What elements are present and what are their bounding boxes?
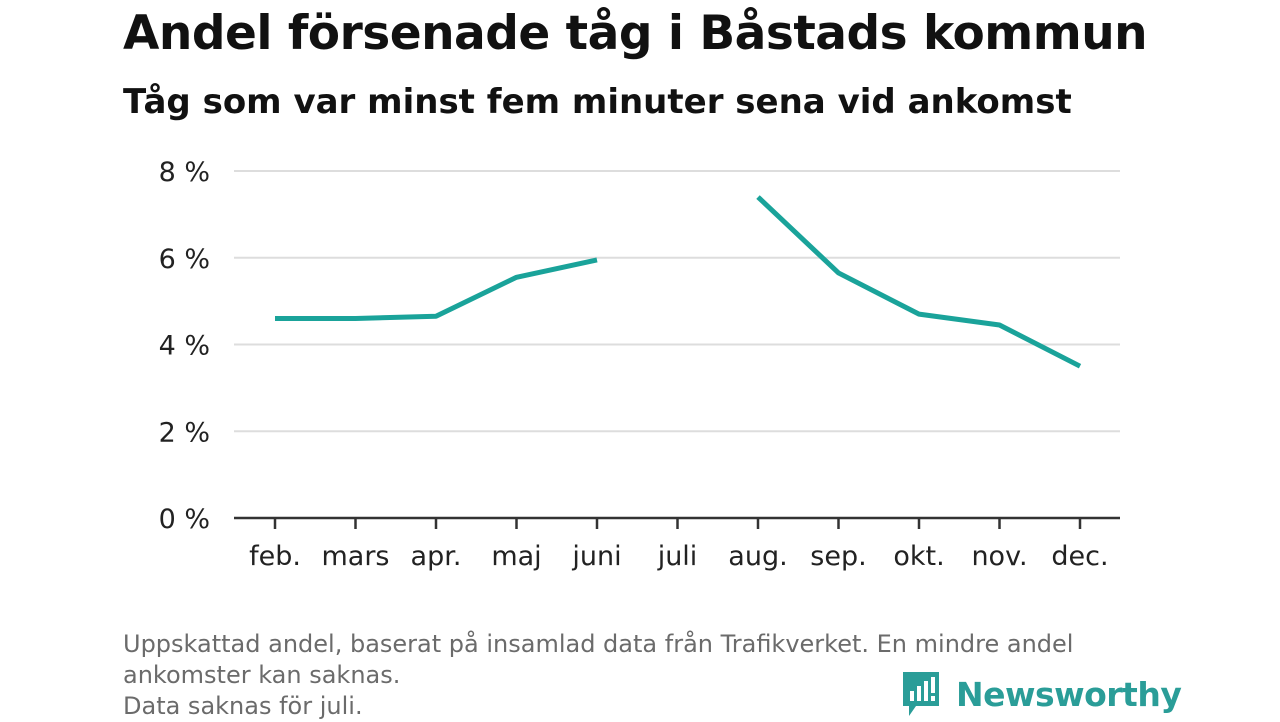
x-tick-label: juni (571, 541, 621, 572)
x-tick-label: aug. (728, 541, 787, 572)
y-tick-label: 8 % (159, 157, 210, 188)
y-axis-tick-labels: 0 % 2 % 4 % 6 % 8 % (159, 157, 210, 535)
x-tick-label: mars (321, 541, 389, 572)
data-series (275, 195, 1082, 369)
x-tick-label: maj (491, 541, 541, 572)
y-tick-label: 4 % (159, 331, 210, 362)
x-axis: feb. mars apr. maj juni juli aug. sep. okt. nov. d… (234, 516, 1120, 572)
series-line-segment (756, 195, 1082, 369)
chart-subtitle: Tåg som var minst fem minuter sena vid a… (123, 82, 1072, 122)
y-tick-label: 2 % (159, 417, 210, 448)
x-tick-label: feb. (249, 541, 301, 572)
gridlines (234, 170, 1120, 433)
footnote-line: ankomster kan saknas. (123, 661, 401, 689)
x-tick-label: nov. (971, 541, 1027, 572)
footnote: Uppskattad andel, baserat på insamlad da… (123, 629, 1173, 722)
footnote-line: Data saknas för juli. (123, 692, 363, 720)
x-tick-label: okt. (893, 541, 944, 572)
newsworthy-logo-icon (903, 672, 939, 716)
y-tick-label: 0 % (159, 504, 210, 535)
x-tick-label: juli (657, 541, 698, 572)
x-tick-label: dec. (1051, 541, 1108, 572)
y-tick-label: 6 % (159, 244, 210, 275)
series-line-segment (275, 257, 598, 321)
chart-title: Andel försenade tåg i Båstads kommun (123, 6, 1148, 61)
newsworthy-logo: Newsworthy (900, 668, 1182, 720)
x-tick-label: sep. (810, 541, 866, 572)
footnote-line: Uppskattad andel, baserat på insamlad da… (123, 630, 1074, 658)
x-tick-label: apr. (411, 541, 462, 572)
brand-name: Newsworthy (956, 674, 1182, 714)
